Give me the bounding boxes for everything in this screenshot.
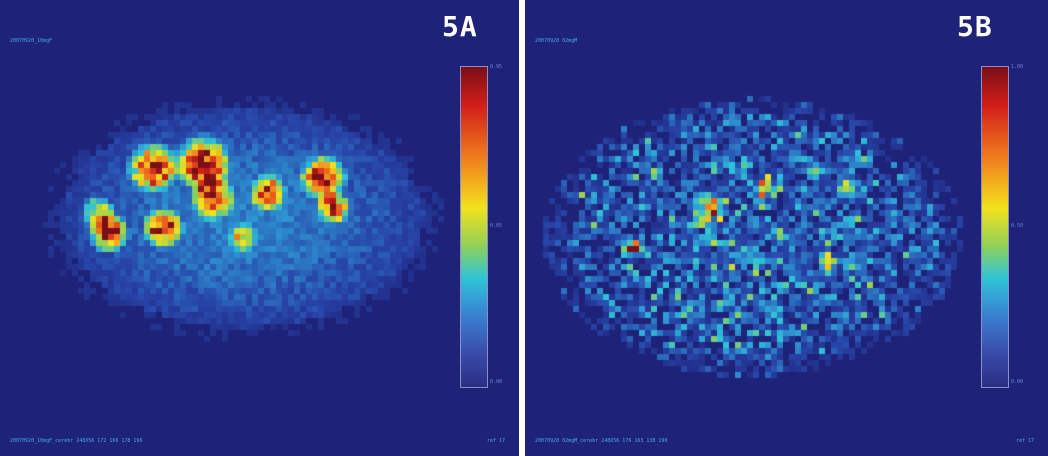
panel-label-5b: 5B xyxy=(957,10,993,43)
heatmap-panel-5a: 5A 20070920_10mgF 0.95 0.05 0.00 2007092… xyxy=(0,0,519,456)
colorbar-min-5b: 0.00 xyxy=(1011,379,1024,385)
colorbar-5a: 0.95 0.05 0.00 xyxy=(460,64,502,388)
colorbar-mid-5b: 0.50 xyxy=(1011,223,1024,229)
colorbar-5b: 1.00 0.50 0.00 xyxy=(981,64,1023,388)
footer-text-5b: 20070920 02mgM_cerebr 248X56 176 163 138… xyxy=(535,438,668,444)
panel-label-5a: 5A xyxy=(442,10,478,43)
heatmap-image-5b xyxy=(525,0,1048,456)
file-label-5b: 20070920 02mgM xyxy=(535,38,578,44)
colorbar-mid-5a: 0.05 xyxy=(490,223,503,229)
footer-right-5a: ref 17 xyxy=(486,438,505,444)
colorbar-max-5b: 1.00 xyxy=(1011,64,1024,70)
file-label-5a: 20070920_10mgF xyxy=(10,38,53,44)
colorbar-max-5a: 0.95 xyxy=(490,64,503,70)
footer-right-5b: ref 17 xyxy=(1015,438,1034,444)
heatmap-panel-5b: 5B 20070920 02mgM 1.00 0.50 0.00 2007092… xyxy=(525,0,1048,456)
colorbar-min-5a: 0.00 xyxy=(490,379,503,385)
heatmap-image-5a xyxy=(0,0,519,456)
footer-text-5a: 20070920_10mgF_cerebr 248X56 172 166 178… xyxy=(10,438,143,444)
